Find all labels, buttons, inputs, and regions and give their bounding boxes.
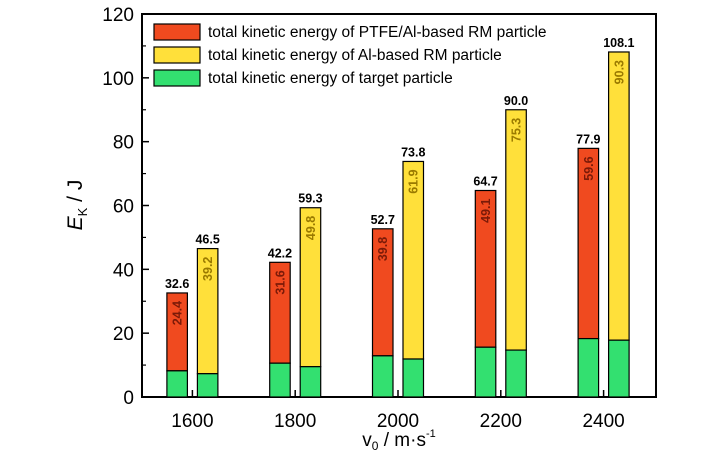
bar-total-label: 108.1 [603,36,634,50]
legend-swatch [153,46,201,64]
bar-total-label: 90.0 [504,94,528,108]
y-tick-label: 60 [113,197,134,218]
x-axis-label-main: v [362,430,372,451]
bar-total-label: 46.5 [195,233,219,247]
bar-segment-label: 31.6 [273,270,287,294]
x-axis-label-sup: -1 [426,428,436,440]
legend-swatch [153,23,201,41]
x-axis-label: v0 / m·s-1 [362,428,435,453]
bar-segment-label: 49.1 [479,198,493,222]
bar-segment-label: 61.9 [407,169,421,193]
y-axis: 0 20 40 60 80 100 120 [102,5,149,409]
y-axis-label: EK / J [64,180,90,231]
legend-swatch [153,69,201,87]
bar-target [269,362,291,398]
x-tick-label: 1600 [171,411,213,432]
bar-target [474,346,497,398]
bar-segment-label: 59.6 [582,156,596,180]
bar-total-label: 32.6 [165,277,189,291]
bar-target [299,366,322,398]
x-axis-label-unit: / m·s [378,430,426,451]
y-axis-label-unit: / J [64,180,87,208]
bar-target [607,339,630,398]
bar-target [166,370,188,398]
bar-total-label: 59.3 [298,192,322,206]
bar-al-projectile [607,51,630,341]
bar-total-label: 64.7 [473,174,497,188]
legend-label: total kinetic energy of target particle [208,70,453,87]
x-tick-label: 1800 [274,411,316,432]
legend: total kinetic energy of PTFE/Al-based RM… [153,23,547,87]
legend-label: total kinetic energy of PTFE/Al-based RM… [208,24,547,41]
bar-total-label: 73.8 [401,145,425,159]
x-axis-label-sub: 0 [372,439,379,453]
bar-target [577,337,600,398]
bar-total-label: 42.2 [268,246,292,260]
x-tick-label: 2400 [582,411,624,432]
y-tick-label: 0 [123,388,134,409]
bar-segment-label: 90.3 [612,60,626,84]
y-tick-label: 20 [113,324,134,345]
bar-al-projectile [505,109,527,351]
bar-target [402,358,425,398]
bar-segment-label: 39.8 [376,237,390,261]
legend-label: total kinetic energy of Al-based RM part… [208,47,502,64]
x-axis: 1600 1800 2000 2200 2400 [171,390,625,432]
y-tick-label: 100 [102,69,134,90]
y-axis-label-main: E [64,215,87,230]
bar-segment-label: 75.3 [510,118,524,142]
bar-total-label: 77.9 [576,132,600,146]
x-tick-label: 2200 [480,411,522,432]
y-axis-label-sub: K [75,207,90,216]
bar-segment-label: 24.4 [171,301,185,325]
bar-target [505,349,527,398]
y-tick-label: 40 [113,260,134,281]
y-tick-label: 80 [113,133,134,154]
bars: 32.6 24.4 46.5 39.2 42.2 31.6 59.3 49.8 52.7 39.8… [165,36,635,398]
bar-segment-label: 39.2 [201,257,215,281]
y-tick-label: 120 [102,5,134,26]
bar-segment-label: 49.8 [304,216,318,240]
bar-target [196,373,219,398]
x-tick-label: 2000 [377,411,419,432]
bar-total-label: 52.7 [371,213,395,227]
bar-target [371,355,394,398]
